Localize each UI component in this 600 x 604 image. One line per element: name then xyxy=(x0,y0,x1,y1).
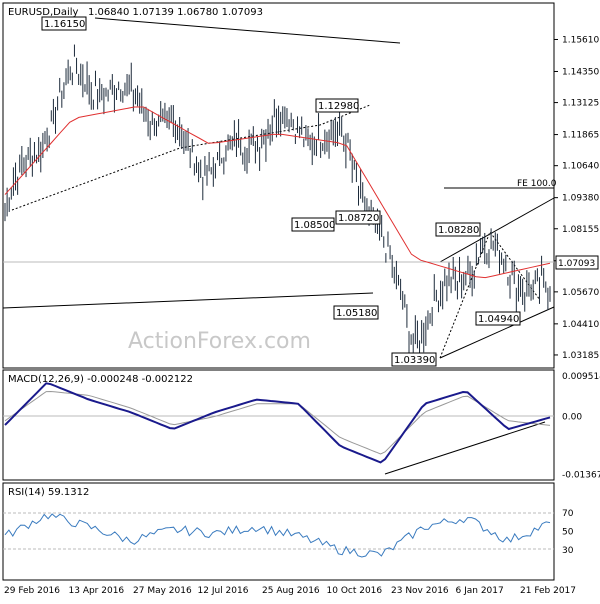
x-axis: 29 Feb 2016 13 Apr 2016 27 May 2016 12 Jul … xyxy=(4,586,576,596)
x-tick-label: 13 Apr 2016 xyxy=(69,586,125,596)
channel-upper xyxy=(439,197,555,263)
mid-trendline xyxy=(2,292,374,309)
watermark: ActionForex.com xyxy=(128,329,311,354)
annotation-high: 1.16150 xyxy=(44,19,85,30)
macd-y-tick-label: -0.013671 xyxy=(562,470,600,480)
price-panel-frame xyxy=(2,2,555,369)
annotation-1-12980: 1.12980 xyxy=(318,101,359,112)
price-y-axis: 1.15610 1.14350 1.13125 1.11865 1.10640 1.093… xyxy=(554,35,599,361)
rsi-y-tick-label: 50 xyxy=(562,528,574,538)
macd-trendline xyxy=(384,421,546,475)
price-panel-title: EURUSD,Daily xyxy=(8,7,79,18)
x-tick-label: 21 Feb 2017 xyxy=(520,586,576,596)
annotation-1-08280: 1.08280 xyxy=(438,225,479,236)
x-tick-label: 10 Oct 2016 xyxy=(327,586,383,596)
price-y-tick-label: 1.13125 xyxy=(562,99,599,109)
macd-line xyxy=(4,382,551,464)
price-y-tick-label: 1.14350 xyxy=(562,67,599,77)
macd-y-tick-label: 0.00 xyxy=(562,413,582,423)
rsi-y-axis: 70 50 30 xyxy=(562,509,574,556)
ohlc-header: 1.06840 1.07139 1.06780 1.07093 xyxy=(88,7,263,18)
dashed-projection-1 xyxy=(11,104,371,211)
price-y-tick-label: 1.08155 xyxy=(562,225,599,235)
price-y-tick-label: 1.15610 xyxy=(562,35,599,45)
annotation-1-03390: 1.03390 xyxy=(394,355,435,366)
annotation-fe-100: FE 100.0 xyxy=(517,179,557,189)
dashed-projection-2 xyxy=(439,230,541,359)
price-y-tick-label: 1.10640 xyxy=(562,162,599,172)
macd-y-tick-label: 0.009514 xyxy=(562,372,600,382)
annotation-1-08500: 1.08500 xyxy=(294,220,335,231)
macd-signal-line xyxy=(4,390,551,455)
rsi-line xyxy=(4,513,551,558)
top-trendline xyxy=(94,17,401,44)
last-price-label: 1.07093 xyxy=(558,259,595,269)
price-y-tick-label: 1.11865 xyxy=(562,131,599,141)
price-annotations: 1.16150 1.12980 1.08500 1.08720 1.05180 … xyxy=(41,16,557,367)
rsi-y-tick-label: 70 xyxy=(562,509,574,519)
annotation-1-05180: 1.05180 xyxy=(336,308,377,319)
moving-average-line xyxy=(4,106,551,279)
price-bars xyxy=(4,44,551,359)
annotation-1-08720: 1.08720 xyxy=(338,213,379,224)
price-y-tick-label: 1.04410 xyxy=(562,320,599,330)
price-y-tick-label: 1.05670 xyxy=(562,288,599,298)
price-y-tick-label: 1.09380 xyxy=(562,194,599,204)
x-tick-label: 23 Nov 2016 xyxy=(391,586,449,596)
macd-panel-frame xyxy=(2,369,555,481)
annotation-1-04940: 1.04940 xyxy=(478,314,519,325)
x-tick-label: 27 May 2016 xyxy=(133,586,192,596)
x-tick-label: 29 Feb 2016 xyxy=(4,586,60,596)
x-tick-label: 6 Jan 2017 xyxy=(456,586,504,596)
price-trendlines xyxy=(2,17,555,359)
price-y-tick-label: 1.03185 xyxy=(562,351,599,361)
rsi-y-tick-label: 30 xyxy=(562,546,574,556)
x-tick-label: 25 Aug 2016 xyxy=(262,586,320,596)
last-price-box xyxy=(555,255,599,270)
rsi-panel-title: RSI(14) 59.1312 xyxy=(8,487,89,498)
macd-y-axis: 0.009514 0.00 -0.013671 xyxy=(562,372,600,480)
macd-panel-title: MACD(12,26,9) -0.000248 -0.002122 xyxy=(8,374,193,385)
channel-lower xyxy=(439,306,555,359)
x-tick-label: 12 Jul 2016 xyxy=(198,586,249,596)
